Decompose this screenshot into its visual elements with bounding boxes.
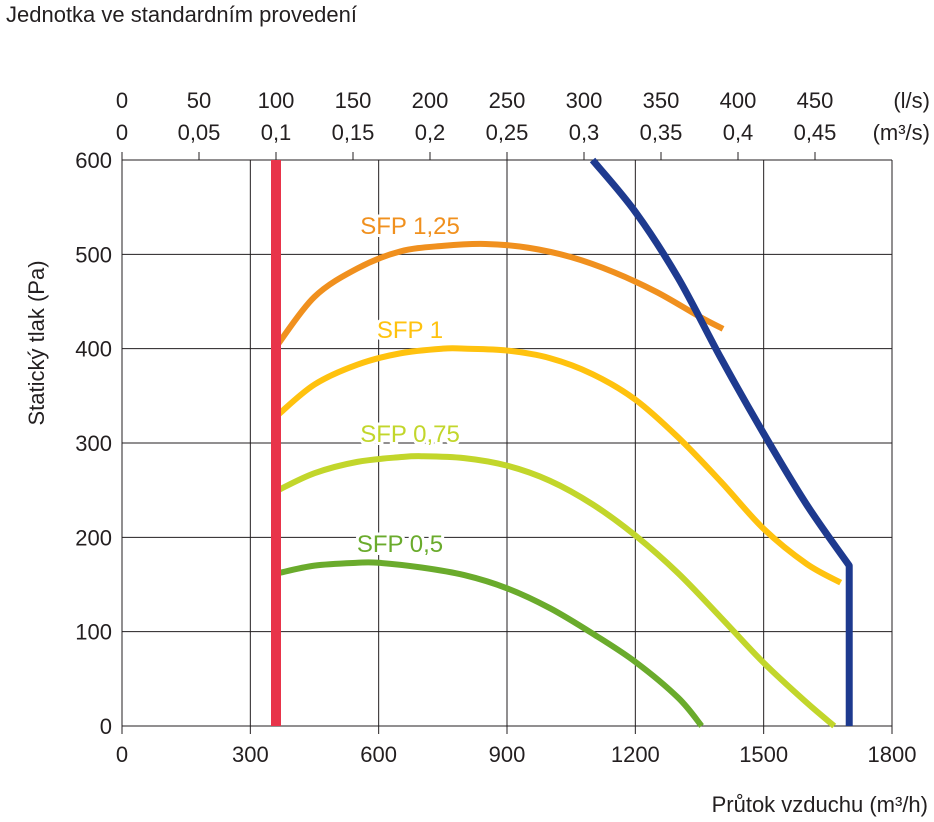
- series-label: SFP 1,25: [360, 213, 460, 240]
- x-tick-label: 1500: [739, 742, 788, 767]
- page-title: Jednotka ve standardním provedení: [6, 2, 358, 27]
- top-tick-label-ls: 150: [335, 88, 372, 113]
- series-label: SFP 0,75: [360, 421, 460, 448]
- top-tick-label-ls: 100: [258, 88, 295, 113]
- top-tick-label-ls: 250: [489, 88, 526, 113]
- x-tick-label: 900: [489, 742, 526, 767]
- y-axis-label: Statický tlak (Pa): [24, 260, 49, 425]
- top-tick-label-ls: 0: [116, 88, 128, 113]
- x-tick-label: 1800: [868, 742, 917, 767]
- series-sfp-1: [276, 345, 843, 586]
- top-tick-label-ls: 50: [187, 88, 211, 113]
- y-tick-label: 100: [75, 620, 112, 645]
- y-tick-label: 300: [75, 431, 112, 456]
- y-tick-label: 0: [100, 714, 112, 739]
- series-sfp-0-5: [277, 559, 704, 728]
- x-tick-label: 600: [360, 742, 397, 767]
- y-tick-label: 600: [75, 148, 112, 173]
- top-axis-unit-ls: (l/s): [893, 88, 930, 113]
- top-tick-label-m3s: 0,1: [261, 120, 292, 145]
- x-tick-label: 1200: [611, 742, 660, 767]
- x-tick-label: 0: [116, 742, 128, 767]
- y-tick-label: 500: [75, 242, 112, 267]
- top-tick-label-m3s: 0,25: [486, 120, 529, 145]
- top-axis-unit-m3s: (m³/s): [873, 120, 930, 145]
- top-tick-label-m3s: 0: [116, 120, 128, 145]
- top-tick-label-ls: 200: [412, 88, 449, 113]
- top-tick-label-m3s: 0,05: [178, 120, 221, 145]
- x-axis-label: Průtok vzduchu (m³/h): [712, 792, 928, 817]
- y-tick-label: 200: [75, 525, 112, 550]
- x-tick-label: 300: [232, 742, 269, 767]
- series-sfp-1-25: [275, 240, 725, 346]
- series-label: SFP 0,5: [357, 531, 443, 558]
- top-tick-label-m3s: 0,2: [415, 120, 446, 145]
- series-sfp-0-75: [276, 453, 837, 729]
- y-tick-label: 400: [75, 337, 112, 362]
- top-tick-label-m3s: 0,35: [640, 120, 683, 145]
- top-tick-label-m3s: 0,45: [794, 120, 837, 145]
- top-tick-label-m3s: 0,15: [332, 120, 375, 145]
- top-tick-label-m3s: 0,3: [569, 120, 600, 145]
- top-tick-label-ls: 300: [566, 88, 603, 113]
- top-tick-label-ls: 400: [720, 88, 757, 113]
- top-tick-label-ls: 450: [797, 88, 834, 113]
- top-tick-label-ls: 350: [643, 88, 680, 113]
- series-label: SFP 1: [377, 317, 443, 344]
- series-max-limit: [589, 157, 853, 726]
- top-tick-label-m3s: 0,4: [723, 120, 754, 145]
